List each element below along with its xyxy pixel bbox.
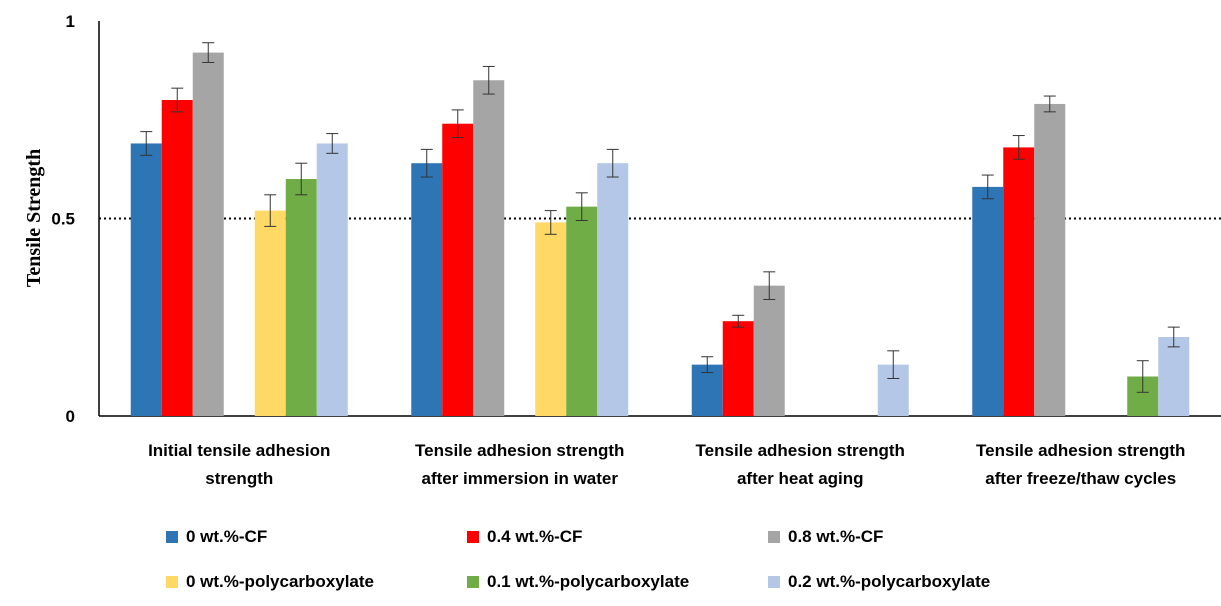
bar <box>753 285 785 416</box>
category-label: after freeze/thaw cycles <box>985 469 1176 488</box>
y-tick-label: 0 <box>66 407 75 426</box>
category-label: Tensile adhesion strength <box>696 441 905 460</box>
bar <box>316 143 348 416</box>
bars <box>130 52 1190 416</box>
y-tick-label: 1 <box>66 12 75 31</box>
y-axis-label: Tensile Strength <box>23 149 45 287</box>
bar <box>192 52 224 416</box>
bar <box>161 100 193 416</box>
bar <box>442 123 474 416</box>
category-label: Tensile adhesion strength <box>976 441 1185 460</box>
bar <box>130 143 162 416</box>
bar <box>285 179 317 416</box>
bar <box>473 80 505 416</box>
y-tick-label: 0.5 <box>51 210 75 229</box>
bar <box>722 321 754 416</box>
bar <box>691 364 723 416</box>
category-label: after immersion in water <box>421 469 618 488</box>
category-labels: Initial tensile adhesion strength Tensile … <box>148 441 1185 488</box>
error-bars <box>140 42 1180 393</box>
bar <box>535 222 567 416</box>
bar <box>1158 337 1190 416</box>
bar <box>597 163 629 416</box>
category-label: Tensile adhesion strength <box>415 441 624 460</box>
bar <box>254 210 286 416</box>
bar <box>1034 103 1066 416</box>
bar <box>1003 147 1035 416</box>
category-label: Initial tensile adhesion <box>148 441 330 460</box>
category-label: after heat aging <box>737 469 864 488</box>
bar <box>411 163 443 416</box>
category-label: strength <box>205 469 273 488</box>
bar <box>972 186 1004 416</box>
bar <box>566 206 598 416</box>
